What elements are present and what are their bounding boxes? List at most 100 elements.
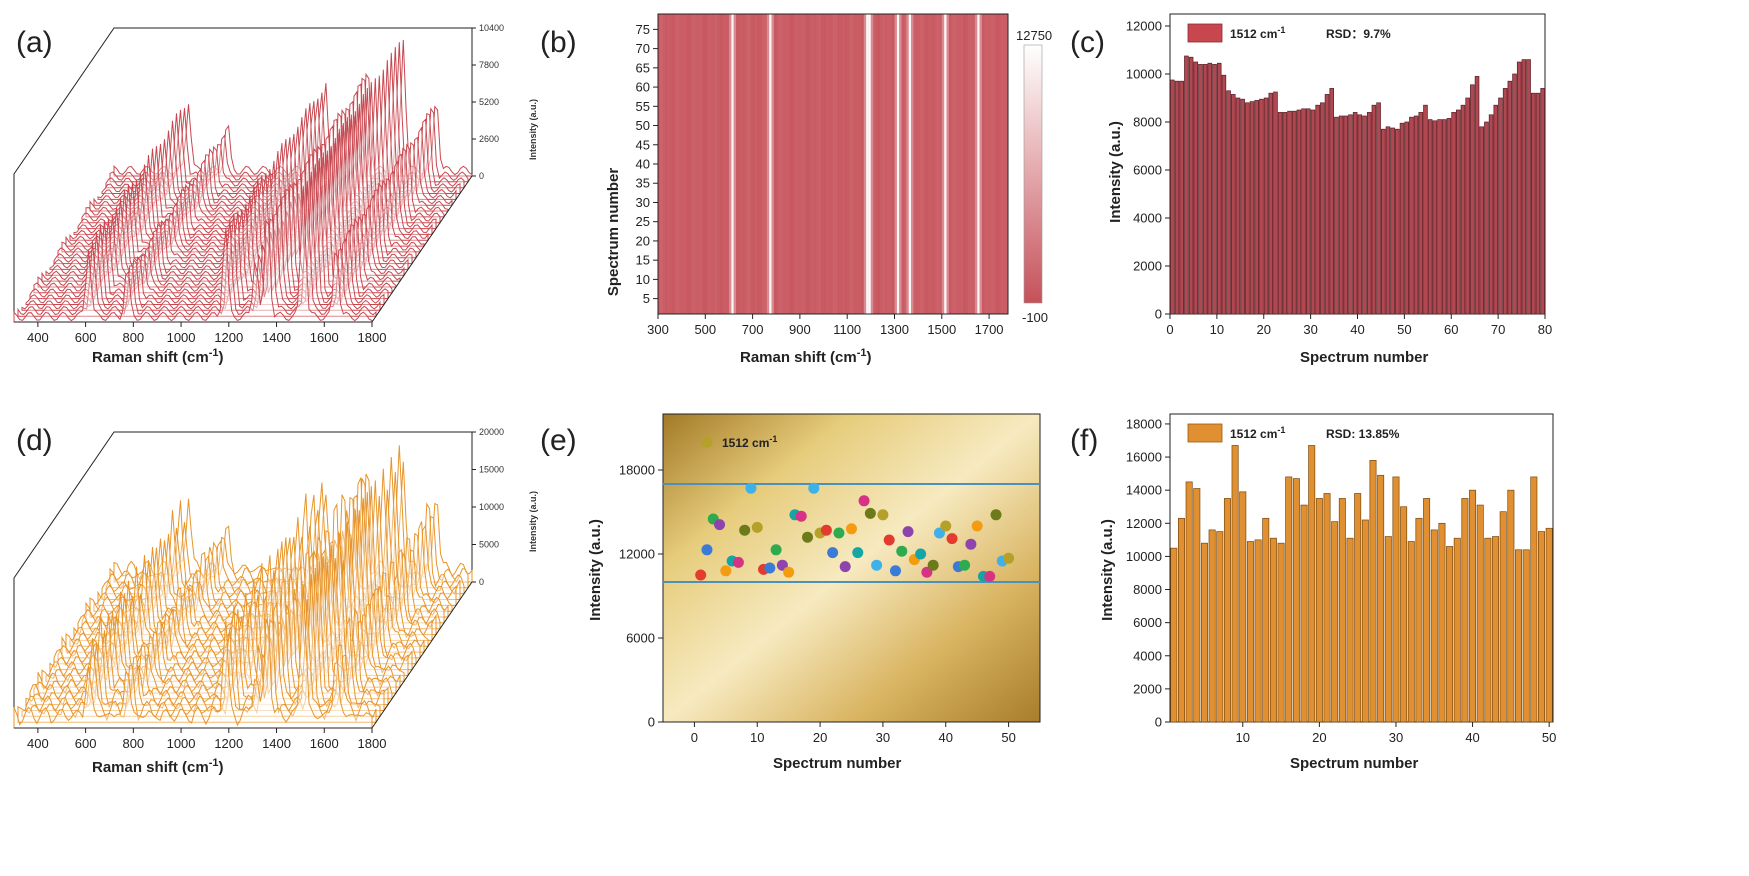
f-plot-bar-30: [1392, 476, 1400, 723]
panel-b: (b) 5 10 15 20 25 30 35 40 45 50 55 60 65 70 75 300 500 7…: [540, 13, 1052, 366]
heatmap-band-1620: [970, 14, 973, 314]
c-plot-bar-6: [1193, 61, 1199, 315]
heatmap-band-1600: [965, 14, 968, 314]
c-plot-bar-5: [1188, 56, 1194, 315]
d-plot-zlabel-10000: 10000: [479, 502, 504, 512]
heatmap-band-430: [688, 14, 692, 314]
d-plot-zlabel-5000: 5000: [479, 540, 499, 550]
panel-label-b: (b): [540, 26, 577, 59]
e-ylabel-6000: 6000: [626, 631, 655, 646]
c-plot-bar-27: [1291, 110, 1297, 315]
f-plot-xlabel-40: 40: [1465, 730, 1479, 745]
f-plot-bar-19: [1308, 445, 1316, 723]
c-plot-bar-3: [1179, 80, 1184, 315]
heatmap-band-560: [719, 14, 722, 314]
heatmap-band-1040: [833, 14, 836, 314]
f-plot-bar-2: [1177, 517, 1185, 723]
heatmap-band-710: [754, 14, 758, 314]
a-plot-xlabel-1800: 1800: [358, 330, 387, 345]
heatmap-band-1330: [901, 14, 904, 314]
heatmap-band-400: [681, 14, 685, 314]
a-plot-zlabel-7800: 7800: [479, 60, 499, 70]
heatmap-band-1390: [915, 14, 919, 314]
e-point-17: [795, 510, 807, 522]
b-ylabel-5: 5: [643, 291, 650, 306]
c-plot-bar-63: [1460, 104, 1466, 315]
f-plot-ylabel-4000: 4000: [1133, 648, 1162, 663]
e-xlabel-40: 40: [939, 730, 953, 745]
scatter-chart-e: 0 6000 12000 18000 0 10 20 30 40 50: [619, 413, 1041, 745]
c-plot-bar-69: [1488, 114, 1494, 315]
c-plot-bar-54: [1418, 112, 1424, 315]
d-plot-xlabel-600: 600: [75, 736, 97, 751]
heatmap-base: [658, 14, 1008, 314]
e-ylabel-18000: 18000: [619, 463, 655, 478]
f-plot-bar-50: [1545, 527, 1553, 723]
heatmap-band-1690: [986, 14, 990, 314]
heatmap-band-1460: [932, 14, 935, 314]
c-plot-bar-35: [1329, 88, 1334, 315]
heatmap-band-1740: [998, 14, 1001, 314]
e-point-45: [971, 520, 983, 532]
f-plot-bar-8: [1223, 498, 1231, 723]
heatmap-band-370: [674, 14, 677, 314]
heatmap-band-1730: [996, 14, 999, 314]
e-point-21: [820, 524, 832, 536]
heatmap-band-1490: [939, 14, 942, 314]
heatmap-band-1110: [849, 14, 852, 314]
heatmap-band-800: [776, 14, 779, 314]
e-point-34: [902, 526, 914, 538]
c-plot-bar-7: [1198, 64, 1203, 315]
f-plot-bar-13: [1262, 517, 1270, 723]
a-plot-xlabel-400: 400: [27, 330, 49, 345]
heatmap-band-830: [783, 14, 786, 314]
c-plot-bar-71: [1498, 97, 1503, 315]
c-plot-xlabel-30: 30: [1303, 322, 1317, 337]
heatmap-band-420: [686, 14, 689, 314]
heatmap-band-1670: [981, 14, 985, 314]
f-plot-bar-7: [1216, 531, 1224, 723]
e-point-36: [915, 548, 927, 560]
f-plot-bar-23: [1338, 498, 1346, 723]
b-ylabel-35: 35: [636, 176, 650, 191]
d-plot-xlabel-1200: 1200: [214, 736, 243, 751]
c-plot-bar-34: [1324, 94, 1330, 315]
heatmap-band-1680: [984, 14, 987, 314]
f-plot-bar-20: [1315, 498, 1323, 723]
e-point-43: [959, 559, 971, 571]
heatmap-band-1590: [963, 14, 966, 314]
panel-label-a: (a): [16, 26, 53, 59]
e-point-24: [839, 561, 851, 573]
f-plot-ylabel-8000: 8000: [1133, 582, 1162, 597]
c-plot-bar-50: [1399, 122, 1405, 315]
b-xlabel: Raman shift (cm-1): [740, 347, 871, 366]
heatmap-band-620: [733, 14, 737, 314]
c-plot-bar-26: [1287, 110, 1292, 315]
f-plot-bar-40: [1469, 489, 1477, 723]
f-plot-ylabel-0: 0: [1155, 715, 1162, 730]
c-plot-bar-48: [1390, 127, 1395, 315]
c-plot-ylabel-0: 0: [1155, 307, 1162, 322]
heatmap-band-350: [669, 14, 673, 314]
f-plot-ylabel-14000: 14000: [1126, 483, 1162, 498]
heatmap-band-1240: [880, 14, 883, 314]
b-ylabel-40: 40: [636, 157, 650, 172]
heatmap-band-720: [757, 14, 760, 314]
c-plot-bar-61: [1451, 112, 1456, 315]
heatmap-band-380: [676, 14, 680, 314]
c-xlabel: Spectrum number: [1300, 349, 1429, 366]
e-xlabel-20: 20: [813, 730, 827, 745]
f-plot-xlabel-10: 10: [1236, 730, 1250, 745]
c-plot-ylabel-6000: 6000: [1133, 163, 1162, 178]
c-plot-bar-9: [1207, 62, 1213, 315]
c-plot-bar-65: [1470, 84, 1475, 315]
e-point-44: [965, 538, 977, 550]
f-plot-bar-41: [1476, 504, 1484, 723]
heatmap-band-310: [660, 14, 663, 314]
f-plot-bar-16: [1285, 476, 1293, 723]
c-plot-bar-36: [1334, 116, 1339, 315]
c-plot-bar-51: [1404, 121, 1409, 315]
c-plot-bar-74: [1512, 73, 1517, 315]
c-plot-xlabel-40: 40: [1350, 322, 1364, 337]
heatmap-band-600: [728, 14, 732, 314]
